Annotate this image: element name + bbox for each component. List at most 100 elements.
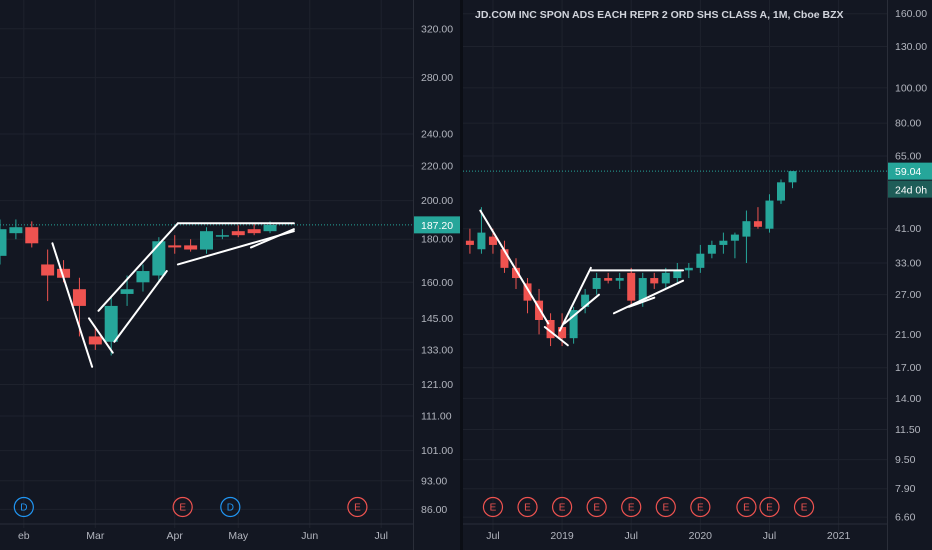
trendline[interactable] [563,293,600,325]
candle[interactable] [546,313,555,347]
candle[interactable] [477,207,486,254]
time-tick-label: Jul [763,530,776,542]
candle-body [615,278,624,281]
candle-body [777,182,785,201]
trendline[interactable] [113,270,168,343]
earnings-marker[interactable]: E [586,496,607,518]
candle[interactable] [569,306,578,344]
time-axis[interactable]: eb Mar Apr May Jun Jul [0,523,413,542]
earnings-marker[interactable]: E [793,496,815,518]
candle-body [684,267,693,271]
dividend-marker[interactable]: D [220,496,241,518]
earnings-marker[interactable]: E [482,496,504,518]
candle-body [88,336,102,345]
candle[interactable] [730,232,739,259]
candle[interactable] [696,244,705,273]
trendline[interactable] [97,222,179,312]
candle[interactable] [753,207,762,229]
candle[interactable] [231,225,245,238]
candle[interactable] [788,171,797,189]
last-price-value: 59.04 [895,166,921,178]
price-tick-label: 33.00 [895,257,921,269]
candle[interactable] [104,296,118,356]
candle[interactable] [184,239,198,252]
event-circle [793,496,815,518]
right-candlestick-chart[interactable]: 6.60 7.90 9.50 11.50 14.00 17.00 21.00 27.00 33.… [463,0,932,550]
candle[interactable] [500,240,509,273]
candle[interactable] [581,288,590,314]
candle[interactable] [523,278,532,314]
left-chart-panel[interactable]: 86.00 93.00 101.00 111.00 121.00 133.00 145.00… [0,0,460,550]
trendline[interactable] [51,242,94,368]
candle-body [488,236,497,245]
candle[interactable] [592,272,601,295]
candle[interactable] [650,272,659,289]
candle[interactable] [777,179,785,204]
earnings-marker[interactable]: E [690,496,711,518]
time-axis[interactable]: Jul 2019 Jul 2020 Jul 2021 [463,523,887,542]
trendline[interactable] [558,266,592,332]
candle[interactable] [9,219,23,240]
candle[interactable] [742,210,751,263]
right-chart-panel[interactable]: 6.60 7.90 9.50 11.50 14.00 17.00 21.00 27.00 33.… [463,0,932,550]
candle-body [707,244,716,254]
candle[interactable] [465,228,474,254]
price-tick-label: 17.00 [895,362,921,374]
candle[interactable] [168,235,182,254]
price-tick-label: 111.00 [421,411,452,423]
candle[interactable] [719,232,728,254]
time-tick-label: 2019 [550,530,574,542]
candle[interactable] [765,194,774,233]
time-tick-label: Jul [624,530,637,542]
earnings-marker[interactable]: E [347,496,368,518]
candle[interactable] [41,249,55,302]
candle-body [604,278,613,281]
earnings-marker[interactable]: E [172,496,193,518]
earnings-marker[interactable]: E [736,496,757,518]
price-axis[interactable]: 6.60 7.90 9.50 11.50 14.00 17.00 21.00 27.00 33.… [887,0,928,550]
earnings-marker[interactable]: E [759,496,780,518]
event-label: E [743,503,750,514]
candle[interactable] [0,219,7,265]
candle[interactable] [136,264,150,292]
trendline[interactable] [87,317,114,354]
panel-divider[interactable] [460,0,463,550]
candle[interactable] [200,227,213,254]
candle[interactable] [247,223,261,236]
candle[interactable] [673,262,682,284]
earnings-marker[interactable]: E [621,496,642,518]
trendline[interactable] [627,296,656,308]
candle[interactable] [512,258,520,289]
candle-body [136,271,150,283]
candle[interactable] [707,240,716,259]
earnings-marker[interactable]: E [551,496,573,518]
candle[interactable] [215,229,229,240]
candle[interactable] [535,288,544,335]
candle[interactable] [25,221,39,248]
price-tick-label: 11.50 [895,424,921,436]
time-tick-label: Mar [86,530,105,542]
trendline[interactable] [543,326,569,347]
candle-body [512,267,520,279]
grid [463,0,887,532]
candles [465,171,797,347]
candle-body [523,283,532,301]
candle[interactable] [615,272,624,289]
candle[interactable] [604,272,613,284]
event-label: E [766,503,773,514]
price-tick-label: 93.00 [421,475,447,487]
dividend-marker[interactable]: D [13,496,34,518]
trendline[interactable] [249,228,295,249]
candle[interactable] [684,262,693,279]
trendline[interactable] [612,279,685,315]
candle[interactable] [88,325,102,350]
event-label: E [593,503,600,514]
candle[interactable] [627,267,636,307]
left-candlestick-chart[interactable]: 86.00 93.00 101.00 111.00 121.00 133.00 145.00… [0,0,460,550]
trendline[interactable] [479,209,550,325]
earnings-marker[interactable]: E [517,496,538,518]
candle[interactable] [661,267,670,289]
price-axis[interactable]: 86.00 93.00 101.00 111.00 121.00 133.00 145.00… [413,0,454,550]
earnings-marker[interactable]: E [655,496,676,518]
price-tick-label: 7.90 [895,483,916,495]
